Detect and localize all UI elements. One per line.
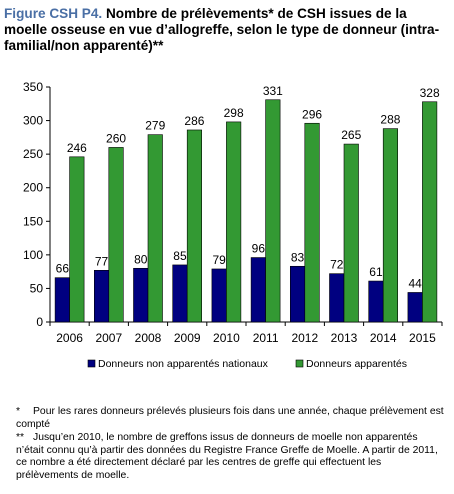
y-tick-label: 50 [30, 281, 44, 295]
data-labels: 66 77 80 85 79 96 83 72 61 44 246 260 279 286 298 331 29… [56, 84, 440, 291]
footnote-1-text: Pour les rares donneurs prélevés plusieu… [16, 406, 444, 430]
data-label-apparentes: 265 [341, 128, 361, 142]
x-tick-label: 2014 [370, 331, 397, 345]
figure-label: Figure CSH P4. [4, 6, 103, 21]
y-axis: 0 50 100 150 200 250 300 350 [23, 80, 51, 329]
data-label-apparentes: 286 [184, 114, 204, 128]
legend-swatch [295, 359, 304, 368]
bar-apparentes [343, 143, 359, 323]
bar-non-apparentes [94, 269, 110, 323]
data-label-apparentes: 288 [380, 113, 400, 127]
bar-non-apparentes [54, 277, 70, 323]
bar-apparentes [186, 129, 202, 323]
bar-non-apparentes [289, 265, 306, 323]
bar-non-apparentes [172, 264, 188, 323]
legend-label: Donneurs non apparentés nationaux [98, 358, 269, 370]
y-tick-label: 100 [23, 248, 43, 262]
data-label-non-apparentes: 44 [408, 276, 422, 290]
y-tick-label: 150 [23, 214, 43, 228]
bar-apparentes [69, 156, 85, 323]
bar-non-apparentes [407, 292, 423, 323]
y-tick-label: 200 [23, 181, 43, 195]
x-axis: 2006 2007 2008 2009 2010 2011 2012 2013 2014 2015 [49, 321, 443, 345]
y-tick-label: 0 [36, 315, 43, 329]
footnote-2-text: Jusqu’en 2010, le nombre de greffons iss… [16, 432, 438, 481]
bar-apparentes [382, 128, 399, 323]
data-label-apparentes: 298 [224, 106, 244, 120]
data-label-non-apparentes: 80 [134, 252, 148, 266]
y-tick-label: 300 [23, 114, 43, 128]
footnote-1-mark: * [16, 406, 21, 417]
bar-non-apparentes [329, 273, 345, 323]
x-tick-label: 2013 [331, 331, 358, 345]
footnote-2: ** Jusqu’en 2010, le nombre de greffons i… [16, 432, 446, 482]
data-label-non-apparentes: 79 [212, 253, 226, 267]
data-label-non-apparentes: 96 [252, 242, 266, 256]
bar-non-apparentes [368, 280, 384, 323]
footnote-1: * Pour les rares donneurs prélevés plusie… [16, 406, 446, 431]
chart-title: Figure CSH P4. Nombre de prélèvements* d… [4, 6, 450, 54]
figure-title-text: Nombre de prélèvements* de CSH issues de… [4, 6, 440, 53]
bar-non-apparentes [211, 268, 227, 323]
bar-non-apparentes [250, 257, 266, 323]
x-tick-label: 2011 [253, 331, 279, 345]
legend: Donneurs non apparentés nationaux Donneur… [87, 358, 407, 370]
bar-apparentes [108, 147, 124, 323]
data-label-apparentes: 246 [67, 141, 87, 155]
data-label-apparentes: 260 [106, 131, 126, 145]
bar-apparentes [422, 101, 438, 323]
bar-apparentes [265, 99, 281, 323]
legend-swatch [87, 359, 96, 368]
x-tick-label: 2006 [56, 331, 83, 345]
bar-apparentes [304, 122, 320, 323]
x-tick-label: 2015 [409, 331, 436, 345]
data-label-non-apparentes: 66 [56, 262, 70, 276]
footnote-2-mark: ** [16, 432, 25, 443]
bars [54, 99, 438, 323]
x-tick-label: 2008 [135, 331, 162, 345]
y-tick-label: 250 [23, 147, 43, 161]
y-tick-label: 350 [23, 80, 43, 94]
bar-apparentes [226, 121, 242, 323]
data-label-non-apparentes: 72 [330, 258, 344, 272]
data-label-non-apparentes: 61 [369, 265, 383, 279]
data-label-apparentes: 328 [420, 86, 440, 100]
data-label-apparentes: 331 [263, 84, 283, 98]
data-label-non-apparentes: 85 [173, 249, 187, 263]
data-label-apparentes: 296 [302, 107, 322, 121]
x-tick-label: 2012 [291, 331, 318, 345]
x-tick-label: 2009 [174, 331, 201, 345]
bar-apparentes [147, 134, 163, 323]
x-tick-label: 2010 [213, 331, 240, 345]
data-label-non-apparentes: 83 [291, 250, 305, 264]
x-tick-label: 2007 [95, 331, 122, 345]
data-label-apparentes: 279 [145, 119, 165, 133]
legend-label: Donneurs apparentés [306, 358, 407, 370]
data-label-non-apparentes: 77 [95, 254, 109, 268]
bar-non-apparentes [133, 267, 149, 323]
